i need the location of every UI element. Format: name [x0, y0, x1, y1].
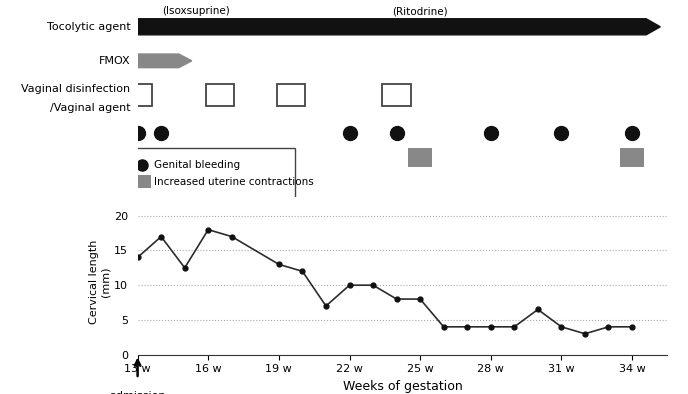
Bar	[206, 84, 234, 106]
Bar	[383, 84, 411, 106]
Bar	[277, 84, 305, 106]
Text: /Vaginal agent: /Vaginal agent	[50, 103, 131, 113]
Bar	[621, 148, 644, 167]
Text: FMOX: FMOX	[99, 56, 131, 66]
Text: admission: admission	[109, 391, 166, 394]
Bar	[123, 84, 152, 106]
FancyArrow shape	[138, 54, 192, 68]
Y-axis label: Cervical length
(mm): Cervical length (mm)	[89, 240, 111, 324]
Bar	[409, 148, 432, 167]
Bar	[136, 175, 151, 188]
Text: (Ritodrine): (Ritodrine)	[392, 6, 448, 17]
Text: Genital bleeding: Genital bleeding	[154, 160, 240, 170]
FancyArrow shape	[138, 19, 660, 35]
Text: Tocolytic agent: Tocolytic agent	[47, 22, 131, 32]
Bar	[131, 148, 295, 201]
Text: Increased uterine contractions: Increased uterine contractions	[154, 177, 314, 187]
X-axis label: Weeks of gestation: Weeks of gestation	[343, 380, 462, 393]
Text: (Isoxsuprine): (Isoxsuprine)	[162, 6, 230, 17]
Text: Vaginal disinfection: Vaginal disinfection	[21, 84, 131, 94]
